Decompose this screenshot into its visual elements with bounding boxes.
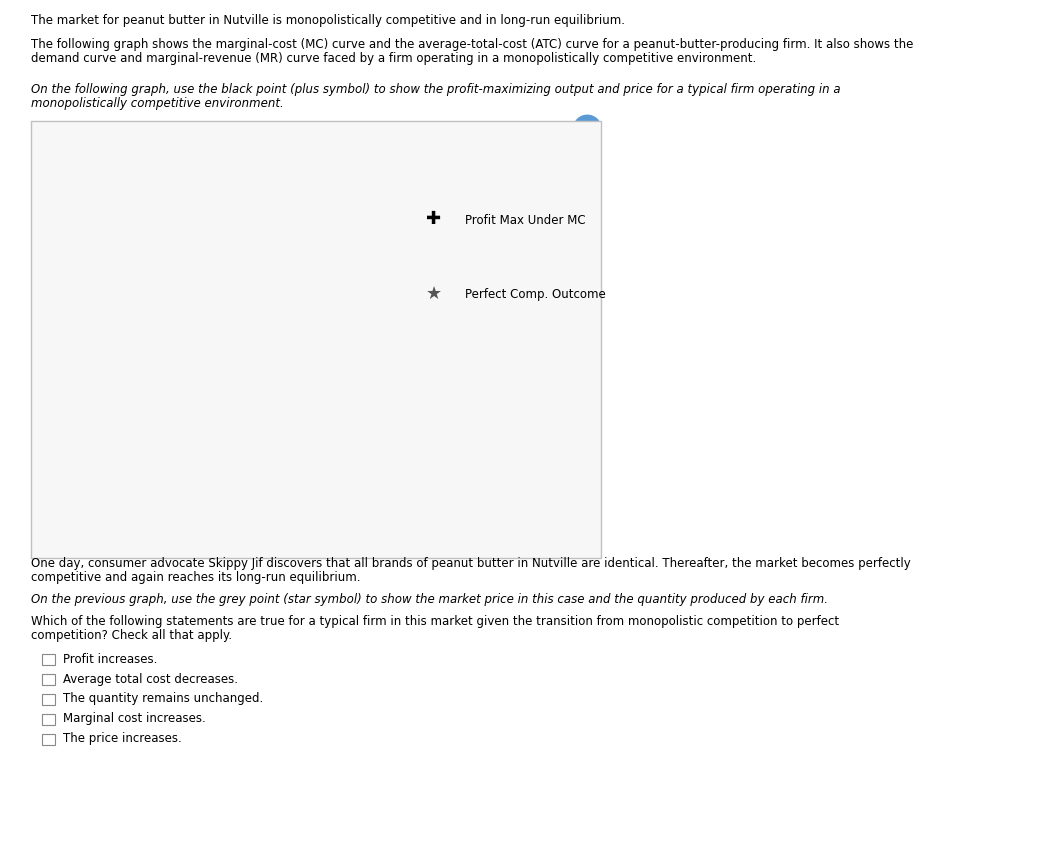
Text: ?: ?	[583, 121, 591, 135]
Text: Demand: Demand	[96, 163, 144, 173]
Text: Marginal cost increases.: Marginal cost increases.	[63, 712, 206, 726]
Text: Profit increases.: Profit increases.	[63, 652, 157, 666]
Text: On the following graph, use the black point (plus symbol) to show the profit-max: On the following graph, use the black po…	[31, 82, 841, 95]
Text: ATC: ATC	[246, 356, 266, 366]
Text: MC: MC	[89, 439, 107, 448]
Text: Perfect Comp. Outcome: Perfect Comp. Outcome	[465, 287, 606, 301]
Text: The market for peanut butter in Nutville is monopolistically competitive and in : The market for peanut butter in Nutville…	[31, 14, 625, 27]
Text: monopolistically competitive environment.: monopolistically competitive environment…	[31, 97, 284, 110]
Text: The following graph shows the marginal-cost (MC) curve and the average-total-cos: The following graph shows the marginal-c…	[31, 37, 913, 50]
Text: demand curve and marginal-revenue (MR) curve faced by a firm operating in a mono: demand curve and marginal-revenue (MR) c…	[31, 52, 757, 65]
Text: Profit Max Under MC: Profit Max Under MC	[465, 214, 585, 227]
Text: competition? Check all that apply.: competition? Check all that apply.	[31, 629, 232, 642]
Text: MR: MR	[251, 522, 269, 532]
Text: On the previous graph, use the grey point (star symbol) to show the market price: On the previous graph, use the grey poin…	[31, 593, 829, 606]
Circle shape	[574, 115, 601, 141]
Y-axis label: Price, Cost, Revenue: Price, Cost, Revenue	[60, 274, 73, 396]
X-axis label: Quantity: Quantity	[300, 546, 353, 559]
Text: Average total cost decreases.: Average total cost decreases.	[63, 672, 237, 686]
Text: One day, consumer advocate Skippy Jif discovers that all brands of peanut butter: One day, consumer advocate Skippy Jif di…	[31, 556, 911, 569]
Text: ★: ★	[425, 285, 442, 303]
Text: ✚: ✚	[426, 210, 441, 227]
Text: The price increases.: The price increases.	[63, 732, 182, 746]
Text: The quantity remains unchanged.: The quantity remains unchanged.	[63, 692, 263, 706]
Text: Which of the following statements are true for a typical firm in this market giv: Which of the following statements are tr…	[31, 614, 839, 627]
Text: competitive and again reaches its long-run equilibrium.: competitive and again reaches its long-r…	[31, 571, 361, 584]
